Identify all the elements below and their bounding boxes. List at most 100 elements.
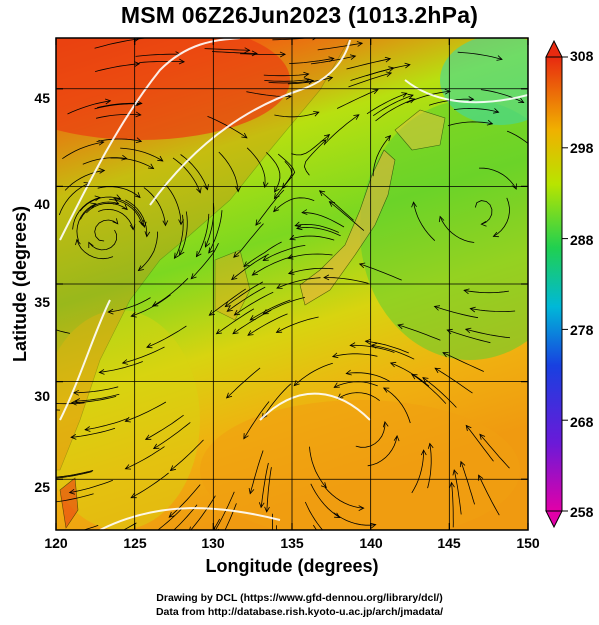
wind-arrowhead [178, 58, 185, 65]
wind-streamline [209, 288, 247, 316]
wind-streamline [266, 152, 281, 193]
wind-arrowhead [296, 224, 303, 231]
wind-streamline [79, 196, 121, 212]
wind-arrowhead [401, 92, 408, 98]
wind-streamline [465, 425, 494, 462]
wind-streamline [120, 147, 164, 162]
wind-arrowhead [372, 88, 379, 95]
wind-arrowhead [166, 532, 171, 537]
wind-streamline [464, 289, 509, 294]
wind-streamline [310, 55, 356, 65]
wind-arrowhead [243, 433, 249, 440]
wind-streamline [109, 199, 143, 226]
wind-streamline [337, 392, 380, 402]
wind-arrowhead [151, 301, 159, 307]
wind-arrowhead [358, 262, 366, 269]
land-korea [214, 249, 251, 321]
wind-arrowhead [233, 309, 241, 316]
wind-arrowhead [312, 38, 317, 41]
colorbar-min-arrow [545, 510, 563, 529]
wind-streamline [302, 212, 345, 228]
wind-arrowhead [349, 342, 356, 348]
wind-streamline [287, 77, 333, 85]
wind-arrowhead [333, 382, 340, 388]
wind-streamline [233, 223, 264, 258]
wind-streamline [211, 51, 258, 54]
wind-arrowhead [480, 220, 487, 227]
wind-arrowhead [389, 361, 397, 368]
wind-streamline [179, 211, 188, 256]
wind-streamline [506, 130, 528, 144]
wind-streamline [397, 324, 441, 341]
wind-arrowhead [96, 538, 102, 543]
wind-streamline [427, 443, 432, 489]
wind-streamline [479, 434, 510, 469]
wind-streamline [375, 98, 415, 122]
wind-streamline [208, 210, 223, 254]
wind-arrowhead [438, 215, 445, 223]
wind-streamline [288, 267, 334, 274]
wind-streamline [249, 450, 264, 494]
wind-arrowhead [449, 481, 455, 488]
wind-arrowhead [134, 61, 141, 67]
wind-streamline [274, 161, 293, 199]
wind-streamline [216, 308, 255, 335]
wind-arrowhead [384, 56, 392, 63]
wind-streamline [122, 346, 165, 364]
wind-streamline [252, 256, 294, 276]
wind-arrowhead [326, 75, 334, 82]
wind-arrowhead [434, 367, 441, 374]
x-tick-label: 140 [359, 535, 383, 551]
wind-arrowhead [224, 301, 231, 308]
wind-streamline [480, 89, 524, 103]
wind-arrowhead [382, 421, 389, 428]
wind-streamline [317, 42, 363, 51]
land-taiwan [59, 477, 79, 529]
wind-arrowhead [169, 465, 176, 472]
wind-streamline [274, 111, 319, 118]
wind-streamline [422, 377, 457, 408]
wind-arrowhead [98, 369, 105, 375]
wind-streamline [190, 243, 219, 279]
colorbar-tick-label: 288 [570, 232, 594, 248]
wind-arrowhead [144, 231, 151, 238]
wind-arrowhead [124, 416, 131, 423]
wind-streamline [332, 353, 378, 357]
wind-streamline [289, 235, 335, 241]
wind-arrowhead [388, 66, 395, 72]
wind-arrowhead [243, 261, 250, 268]
wind-arrowhead [249, 314, 256, 321]
wind-arrowhead [174, 38, 176, 39]
wind-streamline [383, 387, 411, 424]
wind-streamline [474, 200, 493, 225]
wind-streamline [287, 253, 333, 259]
wind-arrowhead [251, 50, 258, 57]
wind-streamline [125, 401, 167, 422]
wind-arrowhead [173, 252, 180, 259]
wind-arrowhead [144, 434, 152, 440]
wind-arrowhead [274, 186, 280, 193]
wind-streamline [478, 167, 517, 190]
wind-arrowhead [465, 424, 472, 432]
wind-streamline [76, 239, 114, 260]
wind-arrowhead [411, 373, 418, 380]
wind-streamline [56, 277, 57, 278]
wind-arrowhead [420, 449, 427, 456]
wind-arrowhead [204, 241, 211, 248]
wind-streamline [135, 53, 181, 57]
wind-streamline [196, 213, 210, 257]
wind-streamline [478, 475, 500, 516]
land-hokkaido [394, 109, 446, 151]
wind-arrowhead [537, 153, 542, 159]
wind-arrowhead [492, 231, 499, 238]
wind-arrowhead [486, 119, 494, 126]
wind-streamline [172, 157, 201, 193]
wind-streamline [260, 462, 269, 508]
wind-arrowhead [152, 443, 160, 450]
wind-streamline [82, 525, 99, 530]
wind-streamline [174, 214, 184, 259]
wind-streamline [350, 344, 395, 353]
wind-streamline [262, 383, 292, 419]
wind-streamline [310, 483, 340, 518]
wind-streamline [71, 427, 116, 438]
